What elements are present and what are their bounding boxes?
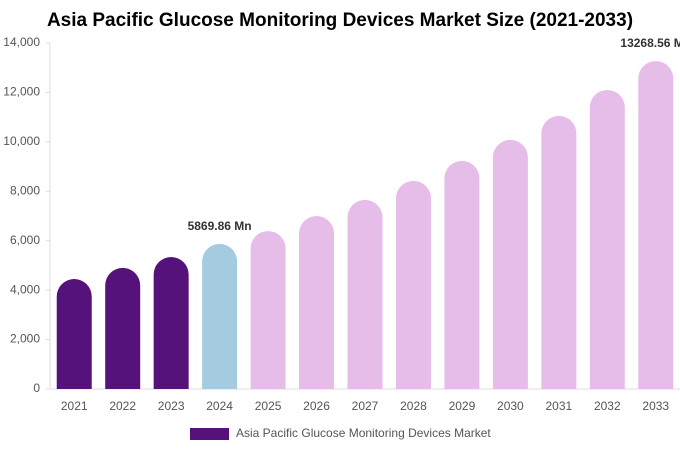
- x-tick-label: 2026: [303, 399, 330, 413]
- y-tick-label: 8,000: [10, 183, 40, 197]
- bar: [56, 279, 92, 389]
- chart-title: Asia Pacific Glucose Monitoring Devices …: [47, 10, 633, 31]
- bar: [638, 61, 674, 389]
- x-tick-label: 2023: [158, 399, 185, 413]
- bar: [589, 89, 625, 389]
- x-tick-label: 2025: [255, 399, 282, 413]
- y-tick-label: 14,000: [3, 35, 40, 49]
- x-tick-label: 2028: [400, 399, 427, 413]
- bar: [153, 257, 189, 389]
- y-tick-label: 6,000: [10, 233, 40, 247]
- bar: [347, 199, 383, 389]
- y-tick-label: 0: [33, 381, 40, 395]
- x-tick-label: 2031: [545, 399, 572, 413]
- y-tick-label: 10,000: [3, 134, 40, 148]
- value-label: 13268.56 Mn: [620, 36, 680, 50]
- y-tick-label: 2,000: [10, 332, 40, 346]
- legend-swatch: [190, 428, 229, 440]
- x-tick-label: 2030: [497, 399, 524, 413]
- x-tick-label: 2027: [352, 399, 379, 413]
- bar: [492, 139, 528, 389]
- x-tick-label: 2022: [109, 399, 136, 413]
- bar: [541, 115, 577, 389]
- bar: [250, 231, 286, 389]
- value-label: 5869.86 Mn: [188, 219, 252, 233]
- bar: [395, 180, 431, 389]
- bar: [444, 160, 480, 389]
- x-tick-label: 2024: [206, 399, 233, 413]
- x-tick-label: 2032: [594, 399, 621, 413]
- legend-label: Asia Pacific Glucose Monitoring Devices …: [236, 426, 491, 440]
- bar: [299, 216, 335, 389]
- x-tick-label: 2029: [449, 399, 476, 413]
- bar: [105, 267, 141, 389]
- bar: [202, 243, 238, 389]
- y-tick-label: 12,000: [3, 85, 40, 99]
- x-tick-label: 2033: [642, 399, 669, 413]
- x-tick-label: 2021: [61, 399, 88, 413]
- y-tick-label: 4,000: [10, 282, 40, 296]
